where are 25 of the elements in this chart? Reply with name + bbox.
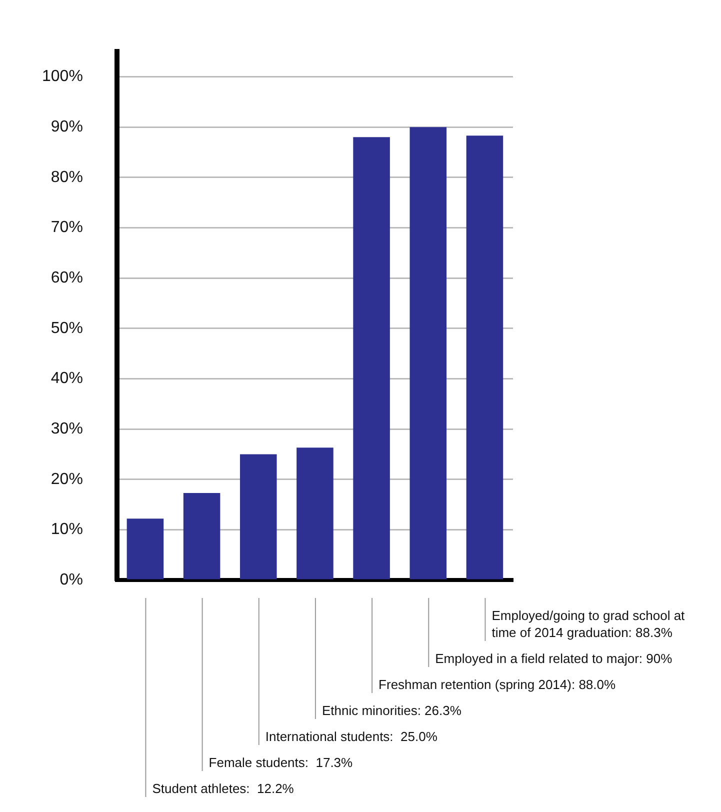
y-tick-label: 0%: [60, 571, 83, 588]
text: Employed/going to grad school at time of 2014 graduation: 88.3%: [492, 608, 686, 640]
bar: [410, 127, 447, 580]
text: International students: 25.0%: [265, 729, 438, 744]
text: Ethnic minorities: 26.3%: [322, 703, 462, 718]
text: Freshman retention (spring 2014): 88.0%: [378, 677, 616, 692]
text: Female students: 17.3%: [208, 755, 354, 770]
y-tick-label: 50%: [50, 320, 83, 337]
bar: [240, 454, 277, 580]
bar: [183, 492, 220, 580]
text: Student athletes: 12.2%: [152, 781, 294, 796]
y-tick-label: 30%: [50, 420, 83, 438]
y-tick-label: 70%: [50, 219, 83, 236]
y-tick-label: 40%: [50, 370, 83, 388]
text: Employed in a field related to major: 90%: [435, 651, 673, 666]
y-tick-label: 80%: [50, 168, 83, 186]
y-tick-label: 60%: [50, 269, 83, 286]
bar: [126, 518, 164, 580]
y-tick-label: 100%: [42, 68, 83, 86]
y-tick-label: 20%: [50, 470, 83, 488]
bar: [353, 137, 390, 580]
bar: [296, 448, 334, 580]
bar: [466, 136, 504, 580]
y-tick-label: 90%: [50, 118, 83, 136]
y-tick-label: 10%: [50, 521, 83, 538]
